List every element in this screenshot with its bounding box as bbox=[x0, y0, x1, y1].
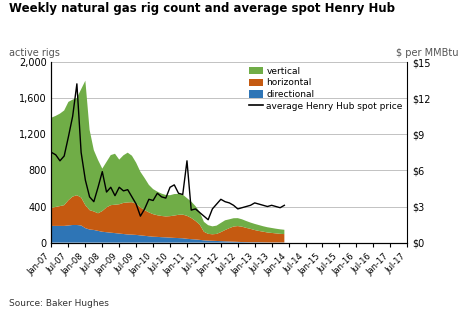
average Henry Hub spot price bbox=[53, 153, 58, 157]
Text: Source: Baker Hughes: Source: Baker Hughes bbox=[9, 299, 109, 308]
Text: active rigs: active rigs bbox=[9, 48, 60, 58]
Legend: vertical, horizontal, directional, average Henry Hub spot price: vertical, horizontal, directional, avera… bbox=[249, 67, 402, 111]
average Henry Hub spot price bbox=[74, 82, 80, 86]
average Henry Hub spot price bbox=[282, 203, 287, 207]
average Henry Hub spot price bbox=[205, 218, 211, 222]
average Henry Hub spot price bbox=[210, 207, 215, 211]
Line: average Henry Hub spot price: average Henry Hub spot price bbox=[51, 84, 285, 220]
average Henry Hub spot price bbox=[197, 211, 203, 214]
average Henry Hub spot price bbox=[184, 159, 190, 163]
Text: Weekly natural gas rig count and average spot Henry Hub: Weekly natural gas rig count and average… bbox=[9, 2, 395, 15]
average Henry Hub spot price bbox=[235, 207, 241, 211]
average Henry Hub spot price bbox=[138, 214, 143, 218]
average Henry Hub spot price bbox=[49, 151, 54, 154]
Text: $ per MMBtu: $ per MMBtu bbox=[396, 48, 459, 58]
